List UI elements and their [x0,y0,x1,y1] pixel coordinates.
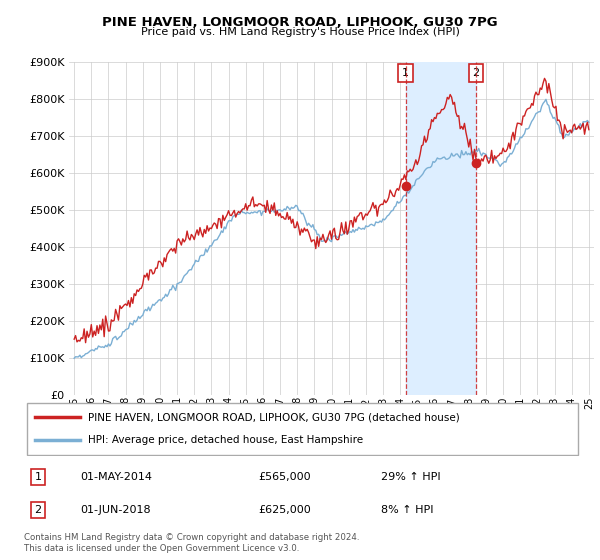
Text: 01-MAY-2014: 01-MAY-2014 [80,472,152,482]
Text: PINE HAVEN, LONGMOOR ROAD, LIPHOOK, GU30 7PG: PINE HAVEN, LONGMOOR ROAD, LIPHOOK, GU30… [102,16,498,29]
Text: 2: 2 [34,505,41,515]
Text: 01-JUN-2018: 01-JUN-2018 [80,505,151,515]
Text: 2: 2 [472,68,479,78]
Text: Contains HM Land Registry data © Crown copyright and database right 2024.
This d: Contains HM Land Registry data © Crown c… [24,533,359,553]
Text: 1: 1 [34,472,41,482]
Text: 8% ↑ HPI: 8% ↑ HPI [381,505,434,515]
Text: £625,000: £625,000 [259,505,311,515]
FancyBboxPatch shape [27,403,578,455]
Text: 29% ↑ HPI: 29% ↑ HPI [381,472,441,482]
Text: Price paid vs. HM Land Registry's House Price Index (HPI): Price paid vs. HM Land Registry's House … [140,27,460,37]
Text: 1: 1 [402,68,409,78]
Bar [406,62,476,395]
Text: £565,000: £565,000 [259,472,311,482]
Text: PINE HAVEN, LONGMOOR ROAD, LIPHOOK, GU30 7PG (detached house): PINE HAVEN, LONGMOOR ROAD, LIPHOOK, GU30… [88,412,460,422]
Text: HPI: Average price, detached house, East Hampshire: HPI: Average price, detached house, East… [88,436,363,446]
